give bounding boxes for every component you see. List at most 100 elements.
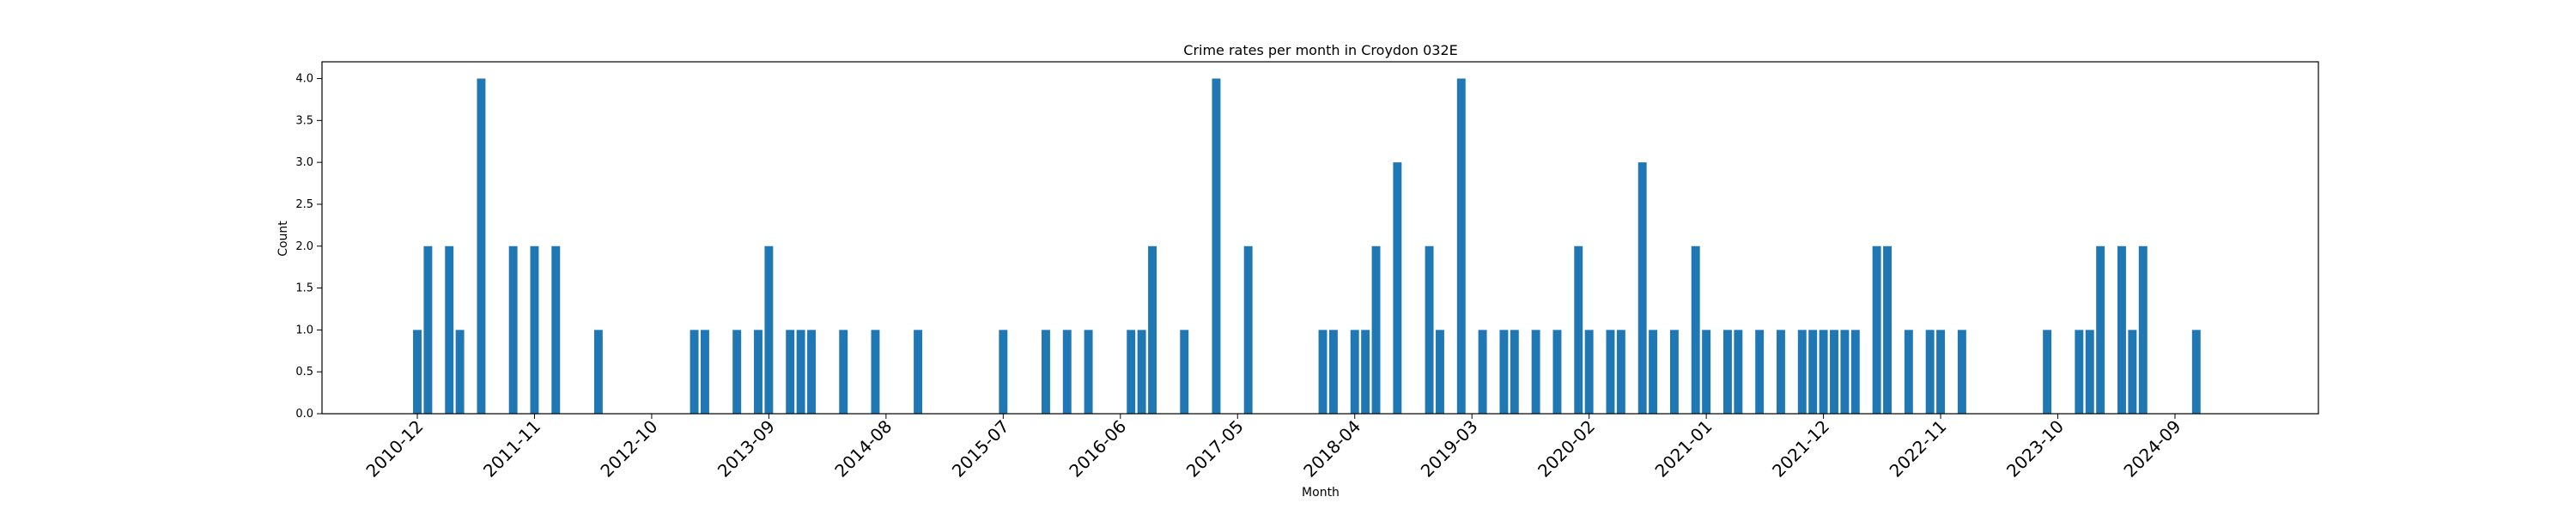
bar-2019-04	[1478, 330, 1487, 414]
bar-2013-09	[764, 245, 774, 414]
bar-2013-02	[690, 330, 699, 414]
bar-2021-01	[1702, 330, 1711, 414]
bar-2014-07	[871, 330, 880, 414]
bar-2018-01	[1318, 330, 1327, 414]
bar-2023-09	[2043, 330, 2052, 414]
bar-2021-08	[1777, 330, 1785, 414]
x-tick-label: 2013-09	[714, 416, 779, 482]
y-tick-label: 0.0	[295, 408, 313, 421]
bar-2021-10	[1797, 330, 1807, 414]
bar-2011-11	[530, 245, 539, 414]
bar-2016-12	[1180, 330, 1189, 414]
bar-2022-03	[1850, 330, 1860, 414]
bar-2018-04	[1350, 330, 1359, 414]
bar-2020-12	[1691, 245, 1700, 414]
bar-2021-03	[1722, 330, 1732, 414]
x-tick-label: 2019-03	[1417, 416, 1482, 482]
bar-2013-11	[786, 330, 795, 414]
bar-2014-11	[914, 330, 923, 414]
x-tick-label: 2024-09	[2119, 416, 2184, 482]
bar-2019-09	[1531, 330, 1540, 414]
bar-2016-03	[1084, 330, 1093, 414]
x-tick-label: 2020-02	[1534, 416, 1599, 482]
bar-2016-07	[1127, 330, 1136, 414]
bar-2018-02	[1328, 330, 1338, 414]
bar-2020-07	[1637, 162, 1647, 414]
x-tick-label: 2016-06	[1065, 416, 1130, 482]
x-tick-label: 2023-10	[2002, 416, 2068, 482]
bar-2021-04	[1734, 330, 1743, 414]
plot-frame	[321, 61, 2319, 415]
bar-2018-08	[1393, 162, 1402, 414]
bar-2010-12	[413, 330, 422, 414]
x-tick-label: 2011-11	[479, 416, 544, 482]
x-tick-label: 2017-05	[1182, 416, 1248, 482]
bar-2014-04	[839, 330, 848, 414]
bar-2024-05	[2128, 330, 2137, 414]
bar-2017-03	[1212, 78, 1221, 415]
bar-2023-12	[2075, 330, 2084, 414]
bar-2018-12	[1436, 330, 1444, 414]
bar-2024-06	[2138, 245, 2148, 414]
bar-2019-11	[1552, 330, 1562, 414]
bar-2019-02	[1456, 78, 1466, 415]
bar-2020-04	[1606, 330, 1615, 414]
bar-2020-01	[1574, 245, 1583, 414]
x-tick-label: 2015-07	[948, 416, 1013, 482]
bar-2014-01	[807, 330, 816, 414]
bar-2024-02	[2096, 245, 2105, 414]
bar-2013-06	[732, 330, 742, 414]
x-tick-label: 2022-11	[1886, 416, 1951, 482]
chart-title: Crime rates per month in Croydon 032E	[1183, 42, 1457, 58]
bar-2011-01	[423, 245, 433, 414]
y-tick-label: 1.0	[295, 324, 313, 336]
bar-2013-08	[754, 330, 762, 414]
bar-2020-05	[1616, 330, 1625, 414]
bar-2011-03	[445, 245, 454, 414]
y-ticks-group: 0.0 0.5 1.0 1.5 2.0 2.5 3.0 3.5 4.0	[295, 73, 322, 421]
x-tick-label: 2014-08	[830, 416, 896, 482]
bar-2022-05	[1872, 245, 1881, 414]
bar-2011-09	[508, 245, 518, 414]
x-ticks-group: 2010-12 2011-11 2012-10 2013-09 2014-08 2015-…	[361, 414, 2185, 482]
bar-2011-06	[477, 78, 486, 415]
bars-group	[413, 78, 2201, 415]
bar-2022-06	[1883, 245, 1892, 414]
y-tick-label: 2.5	[295, 198, 313, 211]
bar-2016-09	[1148, 245, 1157, 414]
x-tick-label: 2021-01	[1651, 416, 1716, 482]
y-tick-label: 3.0	[295, 156, 313, 169]
bar-2022-10	[1925, 330, 1935, 414]
y-tick-label: 3.5	[295, 114, 313, 127]
x-tick-label: 2010-12	[361, 416, 427, 482]
bar-2013-03	[701, 330, 709, 414]
bar-2018-06	[1371, 245, 1381, 414]
bar-2022-01	[1830, 330, 1838, 414]
bar-2020-10	[1669, 330, 1679, 414]
bar-2017-06	[1243, 245, 1253, 414]
bar-2018-05	[1361, 330, 1370, 414]
bar-2018-11	[1425, 245, 1434, 414]
bar-2022-11	[1936, 330, 1946, 414]
bar-2020-08	[1649, 330, 1658, 414]
bar-2022-02	[1840, 330, 1850, 414]
bar-2019-06	[1499, 330, 1509, 414]
bar-2012-05	[593, 330, 603, 414]
bar-2015-07	[999, 330, 1008, 414]
y-axis-label: Count	[276, 221, 290, 257]
bar-2021-11	[1808, 330, 1818, 414]
y-tick-label: 2.0	[295, 240, 313, 253]
bar-2021-06	[1755, 330, 1765, 414]
y-tick-label: 0.5	[295, 366, 313, 379]
x-tick-label: 2021-12	[1768, 416, 1833, 482]
bar-2013-12	[796, 330, 805, 414]
x-tick-label: 2012-10	[596, 416, 661, 482]
y-tick-label: 4.0	[295, 73, 313, 86]
bar-2015-11	[1042, 330, 1050, 414]
bar-2024-04	[2117, 245, 2126, 414]
x-tick-label: 2018-04	[1299, 416, 1364, 482]
bar-2024-01	[2085, 330, 2094, 414]
bar-2019-07	[1510, 330, 1519, 414]
x-axis-label: Month	[1302, 486, 1340, 500]
